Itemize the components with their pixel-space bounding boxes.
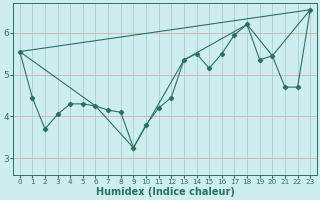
- X-axis label: Humidex (Indice chaleur): Humidex (Indice chaleur): [96, 187, 234, 197]
